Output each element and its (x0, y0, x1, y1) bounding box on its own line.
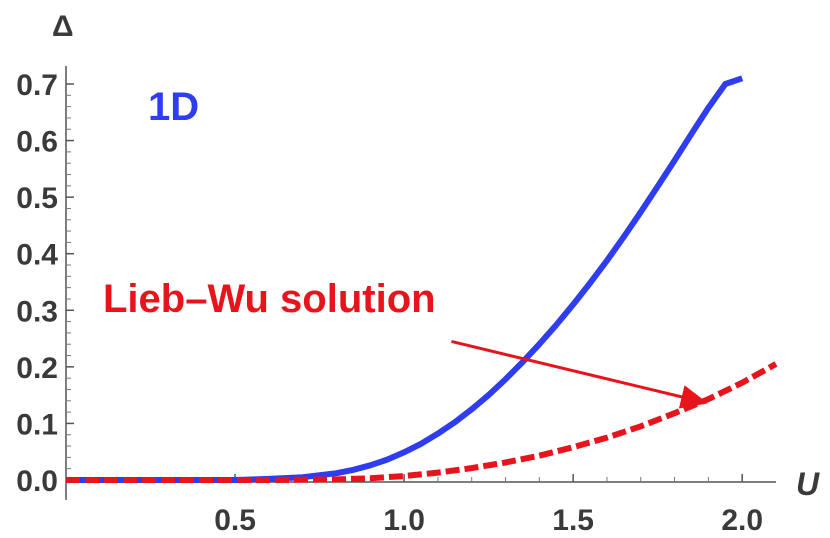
y-tick-label: 0.5 (16, 182, 58, 215)
y-tick-label: 0.7 (16, 69, 58, 102)
x-tick-label: 1.5 (552, 504, 594, 537)
y-tick-label: 0.0 (16, 465, 58, 498)
x-tick-label: 2.0 (721, 504, 763, 537)
y-tick-label: 0.4 (16, 239, 58, 272)
x-tick-label: 1.0 (383, 504, 425, 537)
x-axis-label: U (796, 466, 820, 502)
x-tick-label: 0.5 (214, 504, 256, 537)
annotation-arrow (451, 339, 708, 409)
y-tick-label: 0.6 (16, 126, 58, 159)
y-tick-label: 0.3 (16, 295, 58, 328)
y-ticks: 0.0 0.1 0.2 0.3 0.4 0.5 0.6 0.7 (16, 69, 74, 498)
y-tick-label: 0.2 (16, 352, 58, 385)
y-axis-label: Δ (52, 10, 74, 43)
x-ticks: 0.5 1.0 1.5 2.0 (99, 474, 763, 537)
lieb-wu-annotation: Lieb–Wu solution (103, 277, 436, 321)
axes: 0.5 1.0 1.5 2.0 0.0 0.1 0.2 0.3 0.4 0.5 0.6 0.7 (16, 66, 776, 537)
y-tick-label: 0.1 (16, 408, 58, 441)
series-layer (66, 75, 778, 483)
series-line-lieb-wu (66, 361, 778, 483)
panel-label-1d: 1D (148, 85, 199, 129)
